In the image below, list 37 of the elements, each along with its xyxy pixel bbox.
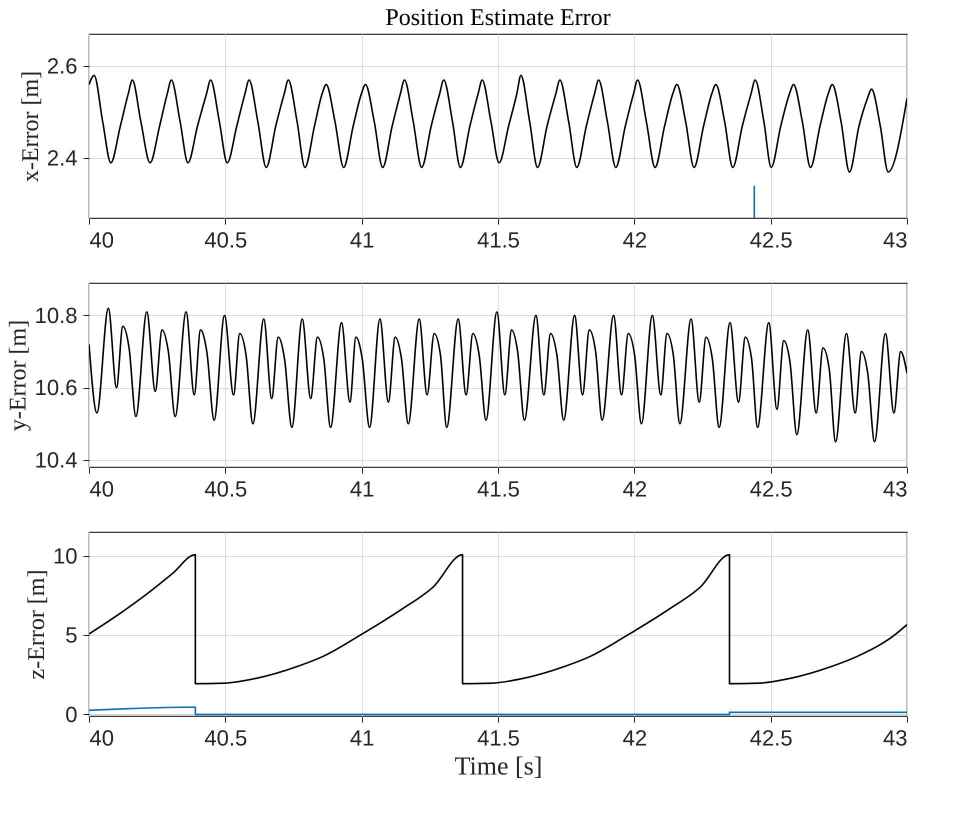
y-axis-title: y-Error [m] [6, 320, 32, 432]
x-tick-label: 43 [883, 228, 908, 252]
x-tick-label: 40 [90, 228, 114, 252]
x-tick-label: 43 [883, 726, 908, 750]
line-series [89, 74, 907, 173]
x-tick-label: 40 [90, 476, 114, 502]
y-tick-label: 10.4 [34, 447, 78, 472]
x-axis-title: Time [s] [454, 752, 542, 780]
y-tick-label: 2.4 [46, 146, 78, 171]
y-tick-label: 10.8 [34, 302, 78, 328]
y-tick-label: 0 [65, 702, 78, 727]
x-tick-label: 42.5 [750, 228, 793, 252]
x-tick-label: 40.5 [204, 228, 248, 252]
x-tick-label: 42 [622, 228, 648, 252]
y-axis-title: z-Error [m] [24, 570, 50, 680]
chart-title: Position Estimate Error [385, 5, 611, 31]
y-tick-label: 2.6 [46, 54, 78, 79]
y-tick-label: 10.6 [34, 375, 78, 400]
line-series [89, 307, 907, 443]
x-tick-label: 40.5 [204, 726, 248, 750]
x-tick-label: 41.5 [477, 228, 520, 252]
y-tick-label: 10 [53, 543, 78, 568]
x-tick-label: 42.5 [750, 726, 793, 750]
x-tick-label: 41 [350, 476, 374, 502]
x-tick-label: 41 [350, 228, 374, 252]
x-tick-label: 40 [90, 726, 114, 750]
x-tick-label: 42.5 [750, 476, 793, 502]
x-tick-label: 43 [883, 476, 908, 502]
line-series [89, 554, 907, 684]
y-tick-label: 5 [65, 622, 78, 648]
y-axis-title: x-Error [m] [18, 70, 44, 182]
x-tick-label: 41 [350, 726, 374, 750]
x-tick-label: 42 [622, 726, 648, 750]
x-tick-label: 41.5 [477, 476, 520, 502]
x-tick-label: 41.5 [477, 726, 520, 750]
x-tick-label: 40.5 [204, 476, 248, 502]
x-tick-label: 42 [622, 476, 648, 502]
